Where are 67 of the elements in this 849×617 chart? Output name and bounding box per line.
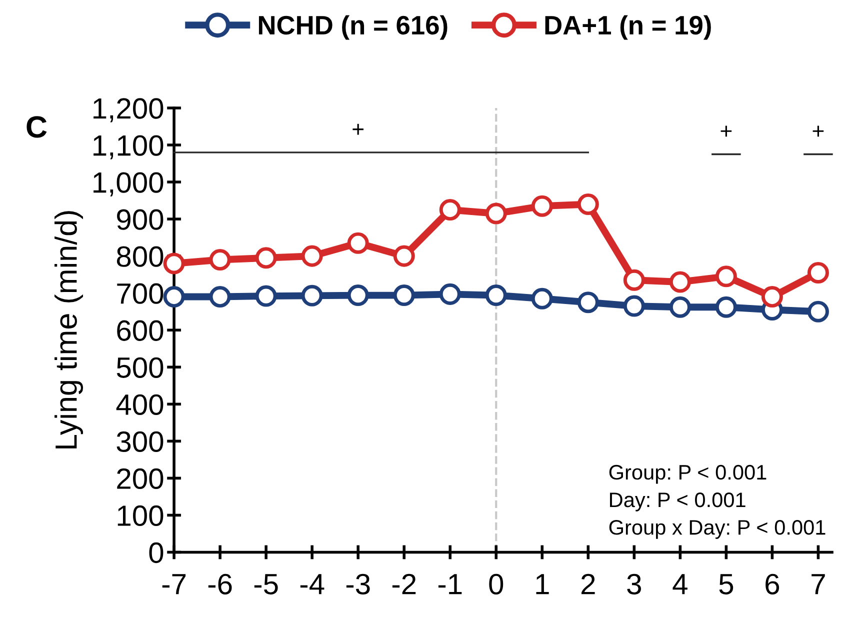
x-tick-label: 0 (489, 574, 504, 594)
point (807, 300, 829, 322)
annotation: + (720, 126, 732, 137)
annotation: Day: P < 0.001 (610, 492, 746, 512)
point (715, 266, 737, 288)
point (255, 285, 277, 307)
point (255, 247, 277, 269)
point (531, 195, 553, 217)
y-tick-label: 200 (117, 468, 164, 490)
x-tick-label: 6 (766, 574, 780, 594)
point (347, 284, 369, 306)
point (623, 295, 645, 317)
point (485, 284, 507, 306)
point (393, 284, 415, 306)
y-tick-label: 400 (116, 394, 164, 415)
point (761, 286, 783, 308)
point (715, 296, 737, 318)
annotation: Group: P < 0.001 (609, 464, 766, 484)
point (347, 232, 369, 254)
y-tick-label: 300 (116, 431, 164, 452)
point (577, 292, 599, 314)
point (163, 286, 185, 308)
annotation: + (352, 124, 364, 135)
x-tick-label: 2 (582, 574, 595, 594)
x-tick-label: -3 (346, 574, 370, 594)
y-tick-label: 900 (117, 209, 164, 230)
x-tick-label: -7 (162, 574, 186, 594)
point (301, 284, 323, 306)
x-tick-label: 4 (672, 574, 688, 594)
point (439, 199, 461, 221)
x-tick-label: 7 (812, 574, 825, 594)
y-tick-label: 1,200 (94, 98, 164, 122)
annotation: + (812, 126, 824, 137)
y-axis-title: Lying time (min/d) (54, 211, 84, 448)
point (301, 245, 323, 267)
y-tick-label: 600 (117, 320, 164, 341)
point (209, 248, 231, 271)
x-tick-label: 3 (627, 574, 641, 594)
point (531, 288, 553, 310)
x-tick-label: -4 (300, 574, 324, 594)
point (209, 286, 231, 308)
point (439, 283, 461, 305)
x-tick-label: -1 (438, 574, 462, 594)
point (623, 269, 645, 291)
y-tick-label: 1,000 (94, 172, 164, 196)
y-tick-label: 100 (118, 505, 164, 526)
point (807, 262, 829, 284)
y-tick-label: 1,100 (94, 135, 164, 160)
text: C (26, 116, 47, 138)
point (577, 193, 599, 215)
x-tick-label: 5 (719, 574, 734, 594)
point (393, 245, 415, 267)
point (485, 202, 507, 224)
y-tick-label: 700 (117, 283, 164, 304)
point (669, 271, 691, 293)
x-tick-label: 1 (536, 574, 549, 594)
point (163, 252, 185, 274)
point (669, 296, 691, 318)
legend-label: NCHD (n = 616) (258, 15, 448, 40)
annotation: Group x Day: P < 0.001 (609, 520, 826, 539)
y-tick-label: 0 (149, 542, 164, 564)
x-tick-label: -6 (208, 574, 232, 594)
y-tick-label: 800 (116, 246, 164, 267)
x-tick-label: -5 (254, 574, 278, 594)
legend-label: DA+1 (n = 19) (545, 15, 711, 40)
y-tick-label: 500 (116, 357, 164, 378)
x-tick-label: -2 (392, 574, 416, 594)
